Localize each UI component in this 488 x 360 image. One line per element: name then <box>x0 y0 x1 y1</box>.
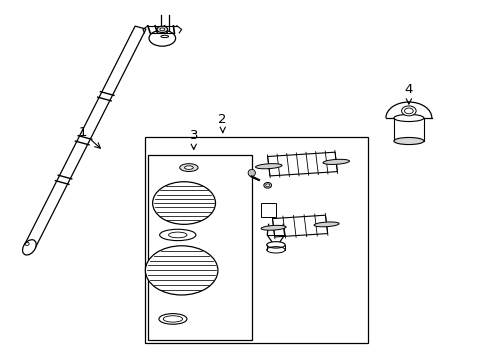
Ellipse shape <box>149 30 175 46</box>
Ellipse shape <box>157 26 167 32</box>
Ellipse shape <box>159 229 196 240</box>
Ellipse shape <box>313 222 338 227</box>
Ellipse shape <box>22 240 36 255</box>
Ellipse shape <box>159 314 186 324</box>
Ellipse shape <box>393 138 423 145</box>
Ellipse shape <box>393 114 423 122</box>
Polygon shape <box>272 215 327 237</box>
Text: 4: 4 <box>404 83 412 104</box>
Ellipse shape <box>265 184 269 187</box>
Ellipse shape <box>261 225 285 230</box>
Ellipse shape <box>152 182 215 224</box>
Ellipse shape <box>322 159 349 165</box>
Ellipse shape <box>184 166 193 169</box>
Bar <box>261 203 275 217</box>
Polygon shape <box>267 152 337 176</box>
Ellipse shape <box>145 246 218 295</box>
Bar <box>147 155 251 339</box>
Text: 3: 3 <box>189 129 198 149</box>
Bar <box>145 138 367 343</box>
Ellipse shape <box>255 164 282 169</box>
Ellipse shape <box>264 183 271 188</box>
Polygon shape <box>24 26 146 249</box>
Ellipse shape <box>266 242 285 248</box>
Text: 1: 1 <box>78 126 100 148</box>
Ellipse shape <box>247 169 255 176</box>
Text: 2: 2 <box>218 113 226 132</box>
Ellipse shape <box>160 28 164 31</box>
Ellipse shape <box>180 164 198 171</box>
Ellipse shape <box>161 35 168 37</box>
Ellipse shape <box>401 106 415 116</box>
